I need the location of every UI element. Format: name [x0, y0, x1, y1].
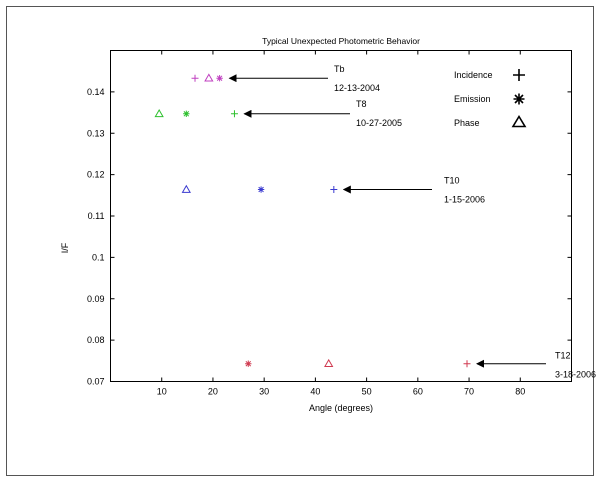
data-point-incidence — [330, 186, 338, 194]
y-tick-label: 0.1 — [92, 252, 105, 262]
data-point-incidence — [463, 360, 471, 368]
annotation-labels: Tb 12-13-2004 T8 10-27-2005 T10 1-15-2006 T12 3… — [334, 64, 596, 379]
annotation-date-t10: 1-15-2006 — [444, 195, 485, 205]
x-tick-label: 50 — [362, 387, 372, 397]
annotation-date-t12: 3-18-2006 — [555, 370, 596, 380]
legend: Incidence Emission Phase — [454, 69, 527, 128]
y-tick-label: 0.09 — [87, 294, 105, 304]
x-tick-label: 30 — [259, 387, 269, 397]
chart-title: Typical Unexpected Photometric Behavior — [262, 36, 420, 46]
plot-area — [110, 50, 572, 382]
data-point-emission — [216, 75, 223, 82]
data-point-phase — [204, 73, 214, 82]
annotation-label-t10: T10 — [444, 176, 460, 186]
x-tick-label: 80 — [515, 387, 525, 397]
x-tick-label: 10 — [157, 387, 167, 397]
y-tick-label: 0.13 — [87, 128, 105, 138]
legend-label-incidence: Incidence — [454, 70, 493, 80]
data-point-phase — [154, 109, 164, 118]
annotation-label-tb: Tb — [334, 64, 345, 74]
annotation-label-t8: T8 — [356, 99, 367, 109]
data-point-emission — [183, 110, 190, 118]
data-point-emission — [245, 360, 252, 367]
y-tick-label: 0.12 — [87, 170, 105, 180]
y-tick-label: 0.14 — [87, 87, 105, 97]
axis-ticks: 10 20 30 40 50 60 70 80 0.07 0.08 0.09 0.1 0.11 0.12 0… — [87, 50, 572, 397]
data-point-incidence — [230, 110, 238, 118]
data-point-incidence — [191, 74, 199, 82]
legend-marker-phase — [511, 114, 527, 128]
annotation-arrows — [228, 74, 546, 368]
data-point-phase — [181, 184, 191, 193]
data-points — [154, 73, 471, 368]
y-tick-label: 0.07 — [87, 377, 105, 387]
y-axis-label: I/F — [60, 242, 70, 253]
legend-label-phase: Phase — [454, 118, 480, 128]
annotation-date-t8: 10-27-2005 — [356, 118, 402, 128]
data-point-phase — [324, 358, 334, 368]
data-point-emission — [257, 186, 265, 193]
x-axis-label: Angle (degrees) — [309, 403, 373, 413]
legend-marker-emission — [513, 93, 525, 105]
y-tick-label: 0.08 — [87, 335, 105, 345]
y-tick-label: 0.11 — [88, 211, 105, 221]
annotation-label-t12: T12 — [555, 351, 571, 361]
legend-marker-incidence — [513, 69, 525, 81]
annotation-date-tb: 12-13-2004 — [334, 83, 380, 93]
x-tick-label: 40 — [310, 387, 320, 397]
legend-label-emission: Emission — [454, 94, 491, 104]
x-tick-label: 70 — [464, 387, 474, 397]
x-tick-label: 60 — [413, 387, 423, 397]
x-tick-label: 20 — [208, 387, 218, 397]
